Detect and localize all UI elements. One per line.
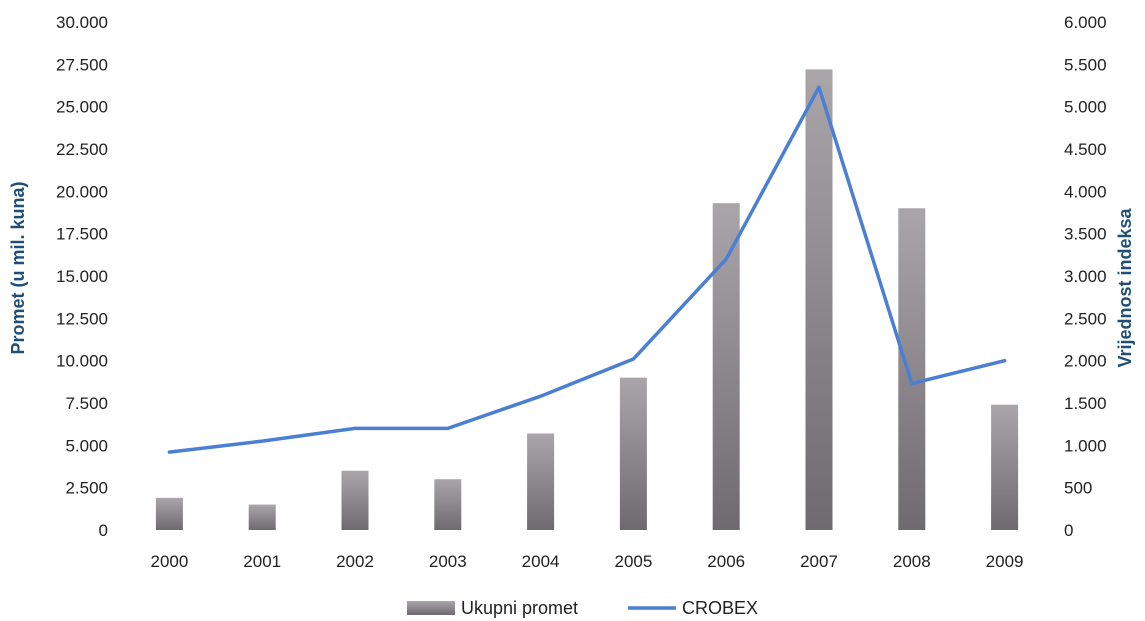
left-axis-tick-label: 10.000 xyxy=(56,352,108,371)
left-axis-tick-label: 0 xyxy=(99,521,108,540)
x-axis-tick-label: 2002 xyxy=(336,552,374,571)
right-axis-tick-label: 4.500 xyxy=(1064,140,1107,159)
right-axis-tick-label: 3.500 xyxy=(1064,225,1107,244)
legend-label-line: CROBEX xyxy=(682,598,758,618)
right-axis-tick-label: 3.000 xyxy=(1064,267,1107,286)
left-axis-tick-label: 22.500 xyxy=(56,140,108,159)
left-axis-title: Promet (u mil. kuna) xyxy=(8,181,28,354)
bar-2003 xyxy=(434,479,462,530)
x-axis-tick-label: 2004 xyxy=(522,552,560,571)
right-axis-tick-label: 1.000 xyxy=(1064,436,1107,455)
left-axis-tick-label: 5.000 xyxy=(65,436,108,455)
bar-2007 xyxy=(805,69,833,530)
bar-2000 xyxy=(155,497,183,530)
x-axis-tick-label: 2005 xyxy=(614,552,652,571)
right-axis-tick-label: 1.500 xyxy=(1064,394,1107,413)
bar-series xyxy=(155,69,1019,531)
bar-2002 xyxy=(341,470,369,530)
bar-2006 xyxy=(712,203,740,531)
left-axis-tick-label: 30.000 xyxy=(56,13,108,32)
left-axis-tick-label: 15.000 xyxy=(56,267,108,286)
right-axis-tick-label: 2.500 xyxy=(1064,309,1107,328)
right-axis-ticks: 0 500 1.000 1.500 2.000 2.500 3.000 3.500 4.000 4… xyxy=(1064,13,1107,540)
right-axis-title: Vrijednost indeksa xyxy=(1115,207,1135,367)
x-axis-tick-label: 2000 xyxy=(150,552,188,571)
right-axis-tick-label: 4.000 xyxy=(1064,182,1107,201)
right-axis-tick-label: 500 xyxy=(1064,479,1092,498)
left-axis-tick-label: 27.500 xyxy=(56,55,108,74)
x-axis-tick-label: 2006 xyxy=(707,552,745,571)
left-axis-tick-label: 2.500 xyxy=(65,479,108,498)
left-axis-tick-label: 20.000 xyxy=(56,182,108,201)
bar-2009 xyxy=(991,404,1019,530)
right-axis-tick-label: 6.000 xyxy=(1064,13,1107,32)
left-axis-tick-label: 17.500 xyxy=(56,225,108,244)
right-axis-tick-label: 5.500 xyxy=(1064,55,1107,74)
bar-2001 xyxy=(248,504,276,530)
right-axis-tick-label: 2.000 xyxy=(1064,352,1107,371)
legend-label-bar: Ukupni promet xyxy=(461,598,578,618)
x-axis-ticks: 2000 2001 2002 2003 2004 2005 2006 2007 2008 2009 xyxy=(150,552,1023,571)
right-axis-tick-label: 5.000 xyxy=(1064,98,1107,117)
x-axis-tick-label: 2003 xyxy=(429,552,467,571)
left-axis-tick-label: 12.500 xyxy=(56,309,108,328)
legend: Ukupni promet CROBEX xyxy=(407,598,758,618)
line-series xyxy=(167,85,1007,454)
x-axis-tick-label: 2008 xyxy=(893,552,931,571)
left-axis-tick-label: 25.000 xyxy=(56,98,108,117)
x-axis-tick-label: 2007 xyxy=(800,552,838,571)
x-axis-tick-label: 2009 xyxy=(986,552,1024,571)
left-axis-tick-label: 7.500 xyxy=(65,394,108,413)
x-axis-tick-label: 2001 xyxy=(243,552,281,571)
legend-swatch-bar xyxy=(407,601,455,615)
right-axis-tick-label: 0 xyxy=(1064,521,1073,540)
left-axis-ticks: 0 2.500 5.000 7.500 10.000 12.500 15.000 17.500… xyxy=(56,13,108,540)
bar-2008 xyxy=(898,208,926,530)
bar-2004 xyxy=(527,433,555,530)
crobex-line xyxy=(167,85,1007,454)
bar-2005 xyxy=(619,377,647,530)
